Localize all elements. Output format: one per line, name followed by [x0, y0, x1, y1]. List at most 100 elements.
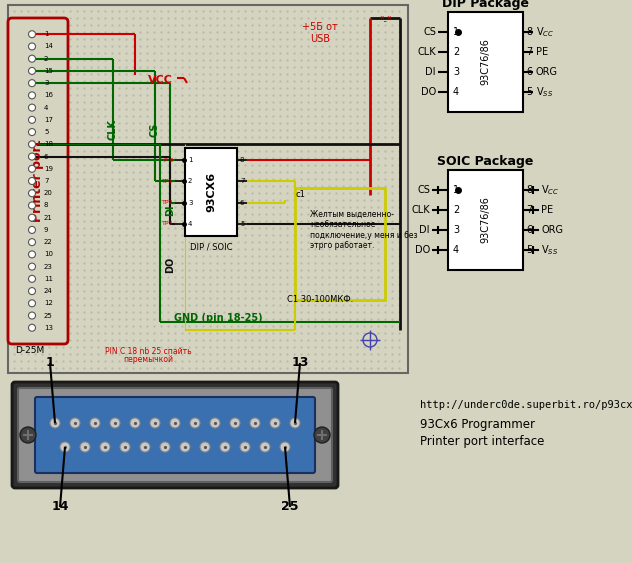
Text: 12: 12 [44, 300, 53, 306]
Text: 5: 5 [44, 129, 49, 135]
Text: 1: 1 [453, 27, 459, 37]
Circle shape [150, 418, 160, 428]
Circle shape [28, 239, 35, 245]
Circle shape [28, 43, 35, 50]
Text: 2: 2 [44, 56, 49, 62]
Text: CLK: CLK [108, 119, 118, 141]
Text: PE: PE [541, 205, 553, 215]
Circle shape [28, 128, 35, 136]
Circle shape [28, 251, 35, 258]
Circle shape [140, 442, 150, 452]
Text: CS: CS [423, 27, 436, 37]
Text: Printer port: Printer port [32, 140, 44, 222]
Circle shape [28, 104, 35, 111]
Circle shape [200, 442, 210, 452]
Text: PIN C 18 nb 25 спайть: PIN C 18 nb 25 спайть [105, 347, 191, 356]
Text: 8: 8 [526, 27, 532, 37]
Text: перемычкой: перемычкой [123, 355, 173, 364]
Text: 1: 1 [453, 185, 459, 195]
Text: DO: DO [415, 245, 430, 255]
Circle shape [28, 92, 35, 99]
Text: http://underc0de.superbit.ro/p93cx6/: http://underc0de.superbit.ro/p93cx6/ [420, 400, 632, 410]
Circle shape [28, 300, 35, 307]
Circle shape [110, 418, 120, 428]
Text: 14: 14 [51, 501, 69, 513]
Text: V$_{CC}$: V$_{CC}$ [536, 25, 554, 39]
Text: 93CX6: 93CX6 [206, 172, 216, 212]
Text: +5Б от
USB: +5Б от USB [302, 22, 338, 43]
Circle shape [190, 418, 200, 428]
Text: 19: 19 [44, 166, 53, 172]
Text: 1: 1 [188, 157, 193, 163]
Text: PE: PE [536, 47, 548, 57]
Circle shape [28, 312, 35, 319]
Text: DI: DI [425, 67, 436, 77]
Circle shape [210, 418, 220, 428]
Text: Printer port interface: Printer port interface [420, 435, 544, 448]
Text: P 0: P 0 [164, 158, 173, 163]
Text: 25: 25 [44, 312, 52, 319]
Text: V$_{CC}$: V$_{CC}$ [541, 183, 559, 197]
Text: 6: 6 [526, 67, 532, 77]
Text: 93Cx6 Programmer: 93Cx6 Programmer [420, 418, 535, 431]
Text: DI: DI [165, 204, 175, 216]
Text: 1: 1 [44, 31, 49, 37]
Circle shape [290, 418, 300, 428]
Circle shape [28, 226, 35, 234]
FancyBboxPatch shape [18, 388, 332, 482]
Circle shape [60, 442, 70, 452]
Bar [8, 5, 408, 373]
Text: 4: 4 [188, 221, 192, 227]
Text: 6: 6 [526, 225, 532, 235]
FancyBboxPatch shape [12, 382, 338, 488]
Circle shape [220, 442, 230, 452]
Text: 20: 20 [44, 190, 53, 196]
Bar [448, 170, 523, 270]
Text: 3: 3 [188, 199, 193, 205]
Circle shape [160, 442, 170, 452]
Bar [448, 12, 523, 112]
Text: 6: 6 [44, 154, 49, 159]
Text: TP2: TP2 [162, 200, 173, 205]
Circle shape [28, 55, 35, 62]
Text: D-25M: D-25M [15, 346, 44, 355]
Text: 18: 18 [44, 141, 53, 148]
Circle shape [28, 141, 35, 148]
Circle shape [70, 418, 80, 428]
Text: 16: 16 [44, 92, 53, 99]
Text: V$_{SS}$: V$_{SS}$ [536, 85, 553, 99]
Text: 25: 25 [281, 501, 299, 513]
Bar [295, 188, 385, 300]
Text: 23: 23 [44, 263, 53, 270]
Circle shape [314, 427, 330, 443]
Text: CLK: CLK [411, 205, 430, 215]
Text: 13: 13 [44, 325, 53, 331]
Text: CS: CS [150, 123, 160, 137]
Text: C1 30-100МКФ.: C1 30-100МКФ. [287, 296, 353, 305]
Circle shape [28, 31, 35, 38]
Text: 3: 3 [44, 80, 49, 86]
Circle shape [180, 442, 190, 452]
Text: 1: 1 [46, 356, 54, 369]
Text: 10: 10 [44, 252, 53, 257]
Circle shape [28, 177, 35, 185]
Text: 7: 7 [526, 205, 532, 215]
Circle shape [28, 79, 35, 87]
Circle shape [20, 427, 36, 443]
Text: 13: 13 [291, 356, 308, 369]
Text: 8: 8 [240, 157, 245, 163]
Text: 7: 7 [526, 47, 532, 57]
Text: 93C76/86: 93C76/86 [480, 38, 490, 86]
Text: GND (pin 18-25): GND (pin 18-25) [174, 313, 262, 323]
Text: 5: 5 [240, 221, 245, 227]
Text: 2: 2 [453, 47, 459, 57]
Circle shape [28, 324, 35, 331]
Text: TP1: TP1 [162, 179, 173, 184]
Text: 15: 15 [44, 68, 53, 74]
Text: DI: DI [420, 225, 430, 235]
Circle shape [100, 442, 110, 452]
Text: 9: 9 [44, 227, 49, 233]
Circle shape [130, 418, 140, 428]
Text: "-": "-" [379, 15, 391, 25]
Text: DIP / SOIC: DIP / SOIC [190, 243, 232, 252]
